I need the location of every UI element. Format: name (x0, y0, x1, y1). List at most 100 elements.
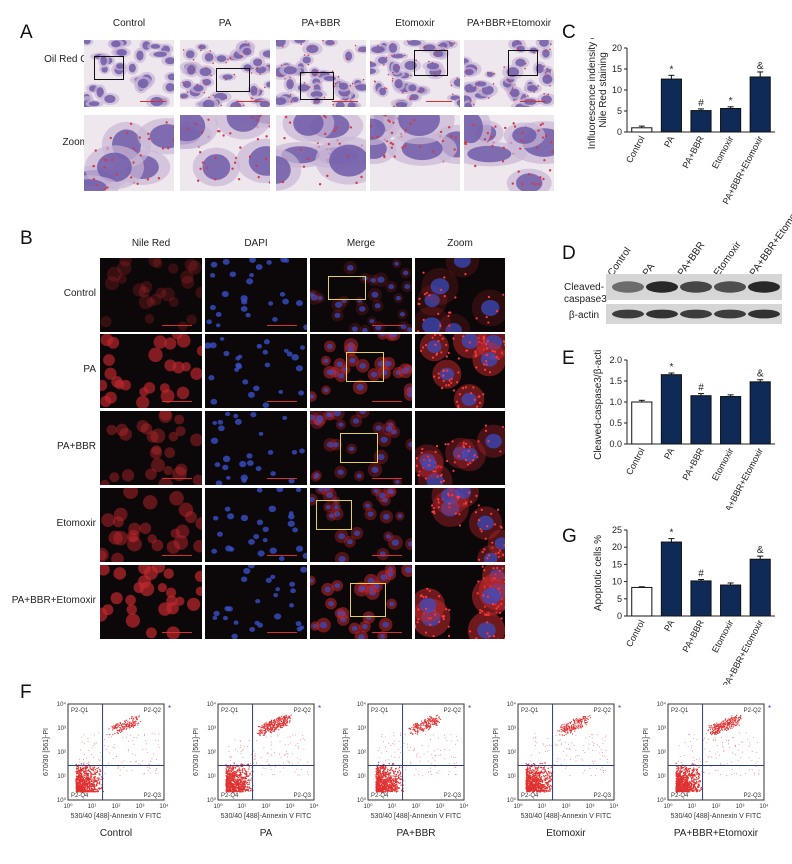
y-tick-label: 10⁴ (207, 701, 217, 708)
scale-bar (372, 632, 402, 633)
y-tick-label: 10⁴ (507, 701, 517, 708)
blot-band (612, 309, 644, 319)
blot-band (714, 309, 746, 319)
bar (660, 374, 682, 445)
significance-mark: * (669, 528, 673, 539)
zoom-region-box (94, 56, 124, 80)
bar (720, 107, 742, 133)
blot-label-line: Cleaved- (564, 282, 605, 293)
quadrant-label: P2-Q2 (594, 708, 612, 714)
blot-band (646, 309, 678, 319)
scale-bar (267, 478, 297, 479)
scale-bar (162, 325, 192, 326)
x-tick-label: PA+BBR (680, 134, 706, 170)
y-tick-label: 0 (617, 127, 622, 137)
zoom-region-box (508, 50, 538, 76)
y-axis-label: 670/30 [561]-PI (193, 728, 200, 776)
panel-a-letter: A (20, 22, 33, 43)
y-tick-label: 15 (612, 64, 622, 74)
y-tick-label: 10⁴ (357, 701, 367, 708)
merge-zoom-box (346, 352, 384, 382)
oil-red-o-image (276, 40, 366, 107)
dapi-image (205, 334, 307, 408)
x-tick-label: PA (662, 134, 676, 149)
y-axis-label: 670/30 [561]-PI (343, 728, 350, 776)
quadrant-label: P2-Q4 (221, 793, 239, 799)
oil-red-zoom-image (464, 115, 554, 191)
blot-band (646, 281, 678, 293)
merge-zoom-box (328, 276, 366, 300)
bar (660, 78, 682, 133)
gate-star-icon: * (618, 704, 621, 713)
x-tick-label: 10¹ (538, 804, 547, 810)
dapi-image (205, 488, 307, 562)
scale-bar (372, 555, 402, 556)
x-tick-label: PA (662, 446, 676, 461)
y-tick-label: 10¹ (57, 774, 66, 780)
panel-a-col-label: Etomoxir (395, 18, 435, 29)
x-tick-label: 10¹ (688, 804, 697, 810)
panel-d-letter: D (562, 243, 576, 264)
panel-a-col-label: Control (112, 18, 146, 29)
flow-plot: P2-Q1 P2-Q2 P2-Q3 P2-Q4 * 10⁰ 10⁰ 10¹ 10¹ 10² 10² 1… (28, 696, 172, 852)
x-tick-label: 10⁴ (759, 803, 769, 810)
zoom-image (415, 565, 505, 639)
nile-red-image (100, 488, 202, 562)
beta-actin-blot (606, 304, 782, 324)
bar (690, 580, 712, 617)
y-tick-label: 10² (57, 750, 66, 756)
quadrant-label: P2-Q1 (671, 708, 689, 714)
zoom-image (415, 411, 505, 485)
y-tick-label: 10¹ (207, 774, 216, 780)
flow-plot-title: PA+BBR (396, 828, 436, 839)
bar (749, 381, 771, 445)
x-tick-label: PA+BBR (680, 446, 706, 482)
y-tick-label: 10 (612, 85, 622, 95)
quadrant-label: P2-Q2 (444, 708, 462, 714)
y-tick-label: 10³ (57, 726, 66, 732)
quadrant-label: P2-Q2 (744, 708, 762, 714)
gate-star-icon: * (768, 704, 771, 713)
merge-zoom-box (350, 583, 386, 617)
x-axis-label: 530/40 [488]-Annexin V FITC (71, 813, 162, 820)
quadrant-label: P2-Q2 (294, 708, 312, 714)
x-tick-label: Control (624, 134, 646, 164)
x-tick-label: 10² (712, 804, 721, 810)
flow-plot-title: Etomoxir (546, 828, 586, 839)
quadrant-label: P2-Q1 (521, 708, 539, 714)
zoom-image (415, 258, 505, 332)
x-axis-label: 530/40 [488]-Annexin V FITC (521, 813, 612, 820)
significance-mark: & (757, 545, 764, 556)
blot-lane-label: PA+BBR (676, 240, 708, 279)
y-tick-label: 10³ (507, 726, 516, 732)
y-axis-label: 670/30 [561]-PI (643, 728, 650, 776)
quadrant-label: P2-Q4 (71, 793, 89, 799)
blot-band (680, 281, 712, 293)
panel-a-row-label: Zoom (62, 137, 88, 148)
flow-scatter-points (225, 714, 309, 793)
y-tick-label: 0.5 (609, 418, 622, 428)
cleaved-caspase3-blot (606, 274, 782, 300)
y-tick-label: 10¹ (507, 774, 516, 780)
y-axis-label: 670/30 [561]-PI (493, 728, 500, 776)
scale-bar (162, 478, 192, 479)
y-tick-label: 20 (612, 542, 622, 552)
panel-g-letter: G (562, 526, 577, 547)
gate-star-icon: * (468, 704, 471, 713)
scale-bar (162, 401, 192, 402)
x-tick-label: 10⁰ (363, 803, 373, 810)
gate-star-icon: * (168, 704, 171, 713)
y-tick-label: 10⁰ (357, 797, 367, 804)
blot-band (748, 281, 780, 293)
x-tick-label: 10² (412, 804, 421, 810)
zoom-region-box (414, 50, 448, 76)
zoom-image (415, 334, 505, 408)
x-tick-label: 10³ (586, 804, 595, 810)
panel-b-col-label: Zoom (447, 238, 473, 249)
blot-band (714, 281, 746, 293)
quadrant-label: P2-Q2 (144, 708, 162, 714)
oil-red-o-image (464, 40, 554, 107)
bar (720, 584, 742, 617)
x-tick-label: 10³ (736, 804, 745, 810)
scale-bar (426, 101, 452, 102)
